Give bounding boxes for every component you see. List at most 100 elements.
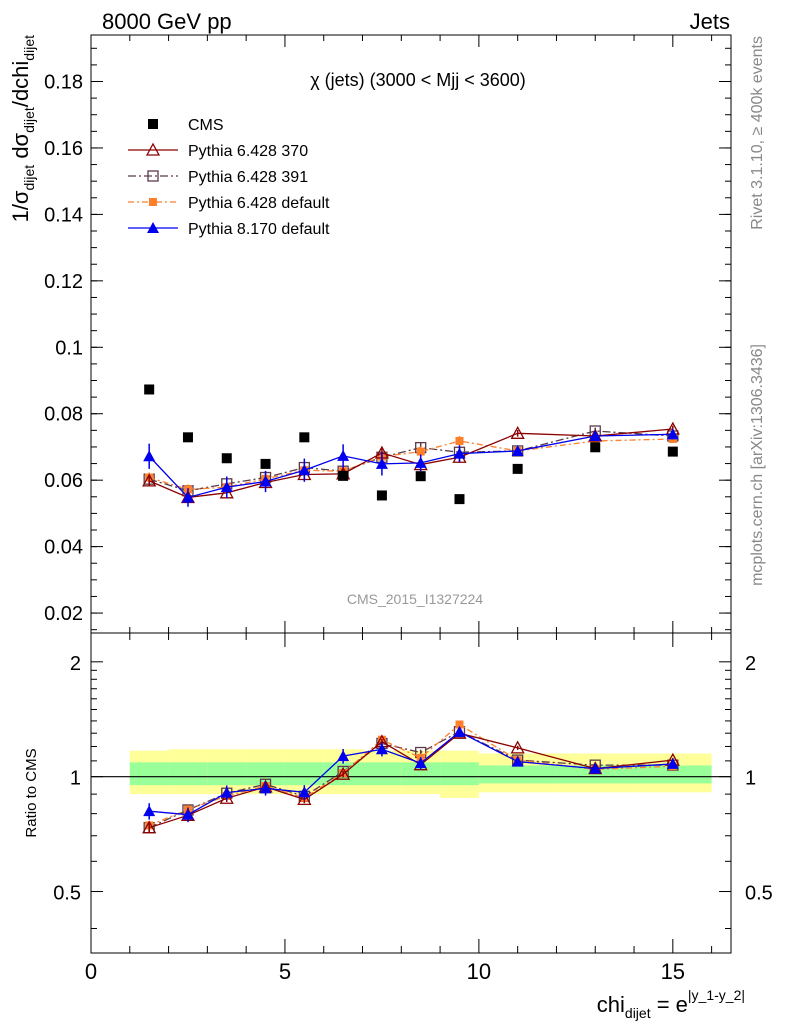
main-ytick-label: 0.06: [44, 470, 83, 492]
legend-label-cms: CMS: [188, 117, 224, 134]
main-ytick-label: 0.1: [55, 337, 83, 359]
ratio-band-inner: [129, 762, 169, 786]
ylabel-part-b-sub: dijet: [21, 107, 37, 133]
ylabel-part-c: /dchi: [8, 61, 33, 107]
ratio-point-p370: [336, 766, 351, 780]
main-point-p8: [220, 481, 233, 493]
ratio-point-p370: [219, 790, 234, 804]
plot-title: χ (jets) (3000 < Mjj < 3600): [310, 70, 526, 90]
ratio-point-p8: [259, 782, 272, 794]
main-point-cms: [260, 458, 271, 469]
main-ytick-label: 0.12: [44, 271, 83, 293]
main-point-p8: [298, 464, 311, 476]
main-point-cms: [221, 453, 232, 464]
ratio-point-pdef: [455, 720, 464, 729]
ratio-point-p370: [142, 820, 157, 834]
ratio-point-p8: [220, 786, 233, 798]
main-point-p8: [259, 475, 272, 487]
main-point-p8: [589, 429, 602, 441]
main-point-cms: [182, 432, 193, 443]
main-point-cms: [512, 463, 523, 474]
header-right: Jets: [690, 9, 730, 34]
legend-entry-p391: Pythia 6.428 391: [128, 169, 308, 186]
main-line-p391: [148, 430, 673, 492]
main-ytick-label: 0.02: [44, 603, 83, 625]
main-series-cms: [144, 384, 678, 505]
main-panel: 0.02 0.04 0.06 0.08 0.1 0.12 0.14 0.16 0.18 χ (j…: [8, 34, 732, 634]
ratio-ytick-label: 1: [70, 768, 81, 790]
ratio-point-p370: [297, 792, 312, 806]
ratio-point-p8: [589, 762, 602, 774]
main-point-p370: [219, 485, 234, 499]
ratio-band-inner: [634, 765, 712, 784]
ratio-series-p8: [143, 725, 679, 823]
ratio-ytick-label-right: 0.5: [745, 883, 773, 905]
legend-entry-p370: Pythia 6.428 370: [128, 142, 308, 160]
ratio-line-p370: [148, 732, 673, 829]
xlabel-sub: dijet: [625, 1005, 651, 1021]
ratio-band-inner: [478, 765, 557, 784]
ratio-point-p8: [666, 757, 679, 769]
ratio-band-inner: [440, 762, 479, 786]
main-ytick-label: 0.16: [44, 138, 83, 160]
ratio-xtick-label: 10: [467, 959, 491, 984]
ratio-ytick-label: 0.5: [53, 883, 81, 905]
side-text-bottom: mcplots.cern.ch [arXiv:1306.3436]: [749, 344, 766, 586]
header-left: 8000 GeV pp: [102, 9, 232, 34]
main-point-p8: [511, 444, 524, 456]
legend-marker-p370: [145, 142, 161, 156]
ratio-point-p8: [375, 743, 388, 755]
main-point-p8: [181, 491, 194, 503]
main-point-p8: [375, 457, 388, 469]
main-point-pdef: [416, 447, 425, 456]
legend-label-p391: Pythia 6.428 391: [188, 169, 308, 186]
xlabel-sup: |y_1-y_2|: [688, 987, 745, 1003]
ratio-ytick-label-right: 1: [745, 768, 756, 790]
main-point-p370: [510, 425, 525, 439]
main-point-cms: [667, 446, 678, 457]
ratio-point-p8: [143, 805, 156, 817]
ratio-point-p8: [337, 750, 350, 762]
ratio-line-pdef: [148, 723, 673, 827]
ratio-ytick-label: 2: [70, 653, 81, 675]
main-marks: [142, 384, 680, 507]
ratio-point-p8: [181, 808, 194, 820]
ratio-point-p8: [298, 786, 311, 798]
main-point-cms: [299, 432, 310, 443]
legend-marker-cms: [148, 119, 158, 129]
main-point-p8: [414, 456, 427, 468]
main-point-p8: [337, 449, 350, 461]
ratio-band-inner: [168, 762, 208, 786]
main-ytick-label: 0.08: [44, 404, 83, 426]
legend-entry-pdef: Pythia 6.428 default: [128, 195, 330, 212]
legend-marker-p8: [147, 222, 159, 233]
main-point-cms: [415, 471, 426, 482]
xlabel-base: chi: [597, 992, 625, 1017]
main-point-cms: [590, 442, 601, 453]
ylabel-part-a-sub: dijet: [21, 165, 37, 191]
legend-marker-pdef: [149, 198, 157, 206]
ratio-band-inner: [401, 762, 441, 786]
ratio-ylabel: Ratio to CMS: [23, 748, 40, 837]
ratio-band-inner: [556, 765, 635, 784]
main-point-p8: [143, 450, 156, 462]
ratio-point-p8: [511, 755, 524, 767]
ratio-line-p8: [149, 731, 673, 816]
main-ytick-label: 0.04: [44, 537, 83, 559]
ratio-point-p8: [453, 725, 466, 737]
ratio-frame: [90, 632, 732, 954]
main-point-p370: [142, 473, 157, 487]
ylabel-part-c-sub: dijet: [21, 35, 37, 61]
ratio-panel: 0.5 0.5 1 1 2 2 0 5 10 15 Ratio to CMS chidijet =…: [23, 632, 773, 1021]
ratio-band-inner: [207, 762, 247, 786]
legend-entry-cms: CMS: [148, 117, 224, 134]
legend-marker-p391: [147, 170, 159, 182]
main-point-p8: [453, 447, 466, 459]
main-series-p8: [143, 428, 679, 507]
main-ytick-label: 0.14: [44, 204, 83, 226]
main-point-cms: [144, 384, 155, 395]
ratio-axes: 0.5 0.5 1 1 2 2 0 5 10 15: [53, 633, 773, 984]
main-point-cms: [338, 470, 349, 481]
ratio-ytick-label-right: 2: [745, 653, 756, 675]
